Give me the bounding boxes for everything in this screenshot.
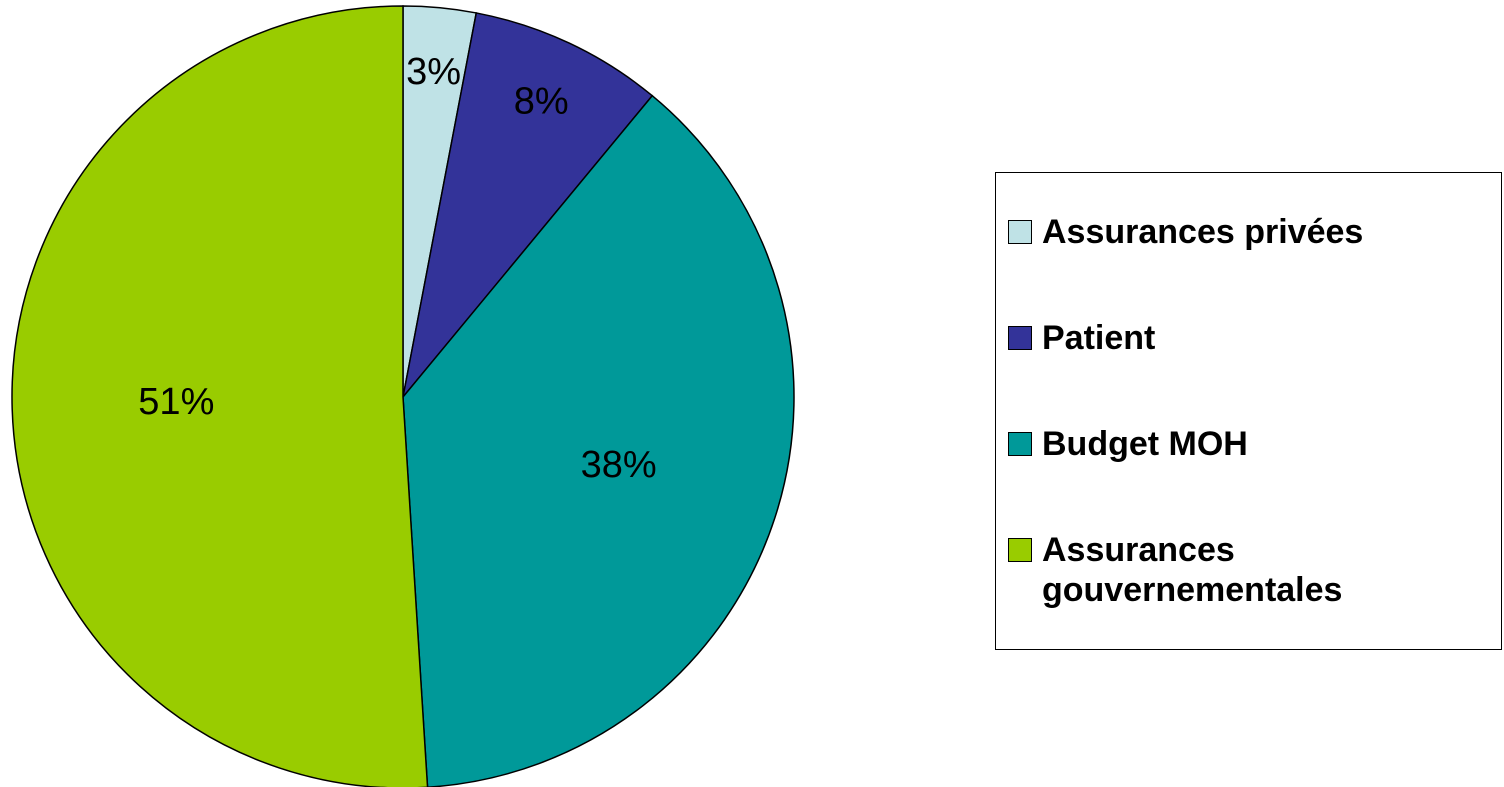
legend-label: Assurances gouvernementales bbox=[1042, 531, 1343, 609]
legend-label: Budget MOH bbox=[1042, 425, 1248, 463]
legend-swatch bbox=[1008, 326, 1032, 350]
pie-slice bbox=[402, 94, 795, 787]
legend-label: Assurances privées bbox=[1042, 213, 1364, 251]
legend-item: Assurances privées bbox=[996, 212, 1501, 252]
legend: Assurances privées Patient Budget MOH Assur… bbox=[995, 172, 1502, 650]
legend-label: Patient bbox=[1042, 319, 1156, 357]
pie-slice bbox=[11, 5, 429, 787]
data-label: 51% bbox=[138, 381, 214, 423]
legend-swatch bbox=[1008, 432, 1032, 456]
legend-swatch bbox=[1008, 538, 1032, 562]
data-label: 8% bbox=[514, 80, 569, 122]
legend-item: Patient bbox=[996, 318, 1501, 358]
legend-item: Assurances gouvernementales bbox=[996, 530, 1501, 610]
legend-item: Budget MOH bbox=[996, 424, 1501, 464]
data-label: 3% bbox=[406, 51, 461, 93]
legend-swatch bbox=[1008, 220, 1032, 244]
pie-slice bbox=[402, 12, 654, 398]
data-label: 38% bbox=[581, 444, 657, 486]
